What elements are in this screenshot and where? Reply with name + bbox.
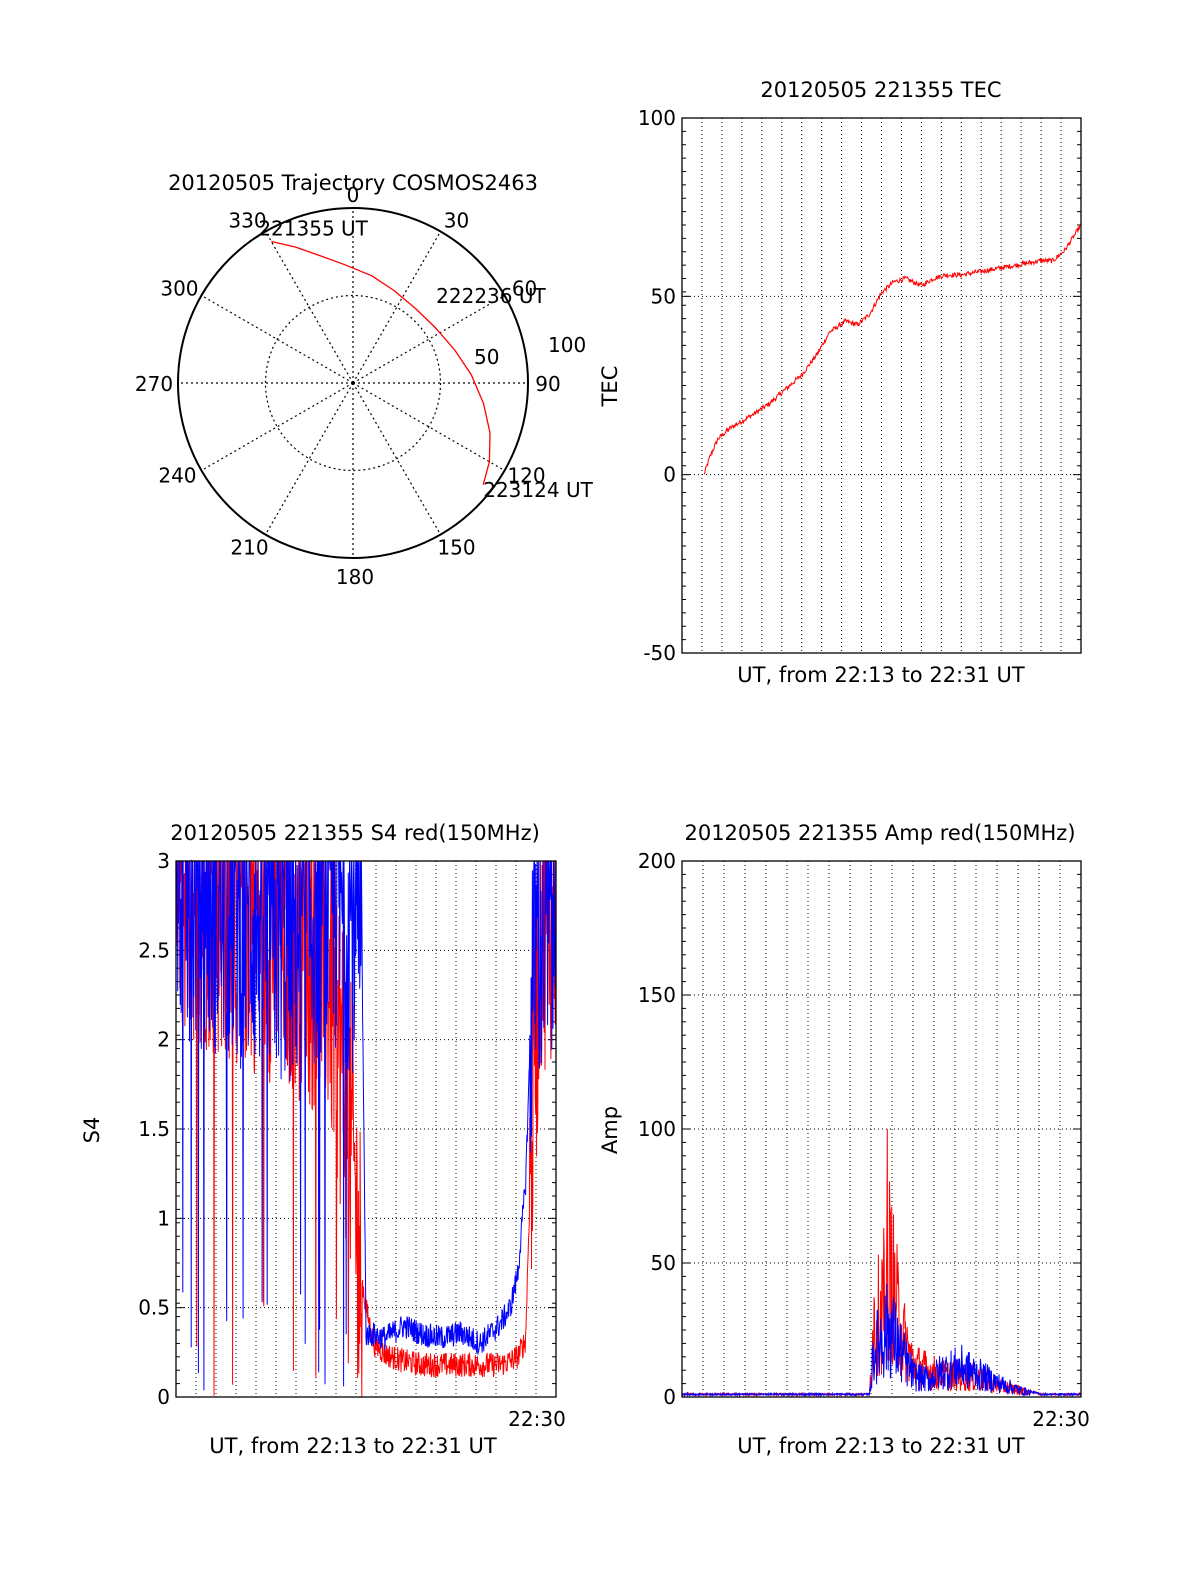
y-tick-label: -50	[643, 641, 676, 665]
elevation-circle	[264, 294, 442, 472]
time-annotation: 223124 UT	[483, 478, 593, 502]
y-tick-label: 100	[638, 1117, 676, 1141]
s4-title: 20120505 221355 S4 red(150MHz)	[170, 821, 540, 845]
azimuth-label: 150	[437, 536, 475, 560]
s4-plot-area: 0 0.5 1 1.5 2 2.5 3 22:30	[138, 849, 566, 1431]
amp-series-line	[681, 1283, 1082, 1398]
tec-xlabel: UT, from 22:13 to 22:31 UT	[737, 663, 1025, 687]
azimuth-spoke	[201, 294, 354, 384]
azimuth-spoke	[352, 382, 505, 472]
azimuth-label: 30	[444, 208, 469, 232]
y-tick-label: 1	[157, 1206, 170, 1230]
amp-xlabel: UT, from 22:13 to 22:31 UT	[737, 1434, 1025, 1458]
time-annotation: 221355 UT	[258, 217, 368, 241]
azimuth-spoke	[264, 382, 354, 535]
horizon-circle	[177, 207, 529, 559]
trajectory-line	[271, 240, 491, 485]
y-tick-label: 200	[638, 849, 676, 873]
y-tick-label: 0.5	[138, 1296, 170, 1320]
azimuth-label: 240	[158, 464, 196, 488]
plot-frame	[175, 860, 557, 1398]
time-annotation: 222236 UT	[436, 284, 546, 308]
amp-plot-area: 0 50 100 150 200 22:30	[638, 849, 1090, 1431]
trajectory-title: 20120505 Trajectory COSMOS2463	[168, 171, 538, 195]
y-tick-label: 3	[157, 849, 170, 873]
radial-label: 100	[548, 333, 586, 357]
azimuth-spoke	[264, 231, 354, 384]
y-tick-label: 0	[157, 1385, 170, 1409]
y-tick-label: 1.5	[138, 1117, 170, 1141]
azimuth-label: 90	[535, 372, 560, 396]
trajectory-annotations: 221355 UT 222236 UT 223124 UT	[258, 217, 593, 502]
azimuth-label: 180	[336, 565, 374, 589]
azimuth-label: 300	[160, 277, 198, 301]
x-tick-label: 22:30	[508, 1407, 566, 1431]
amp-panel: 20120505 221355 Amp red(150MHz) UT, from…	[598, 821, 1090, 1458]
plot-frame	[681, 860, 1082, 1398]
tec-plot-area: -50 0 50 100	[638, 106, 1082, 665]
y-tick-label: 2.5	[138, 938, 170, 962]
tec-ylabel: TEC	[598, 366, 622, 408]
azimuth-label: 60	[512, 277, 537, 301]
azimuth-labels: 0 30 60 90 120 150 180 210 240 270 300 330	[135, 183, 561, 589]
radial-label: 50	[474, 345, 499, 369]
y-tick-label: 150	[638, 983, 676, 1007]
y-tick-label: 0	[663, 463, 676, 487]
y-tick-label: 50	[651, 284, 676, 308]
tec-series-line	[703, 222, 1082, 475]
azimuth-label: 330	[228, 208, 266, 232]
polar-grid	[177, 207, 529, 559]
amp-title: 20120505 221355 Amp red(150MHz)	[684, 821, 1075, 845]
azimuth-label: 210	[230, 536, 268, 560]
s4-series-line	[175, 859, 557, 1391]
tec-title: 20120505 221355 TEC	[760, 78, 1001, 102]
radial-labels: 50 100	[474, 333, 586, 369]
trajectory-panel: 20120505 Trajectory COSMOS2463 0 30 60 90 12…	[135, 171, 594, 589]
azimuth-label: 120	[507, 464, 545, 488]
s4-xlabel: UT, from 22:13 to 22:31 UT	[209, 1434, 497, 1458]
y-tick-label: 50	[651, 1251, 676, 1275]
plot-frame	[681, 117, 1082, 654]
y-tick-label: 100	[638, 106, 676, 130]
x-tick-label: 22:30	[1032, 1407, 1090, 1431]
amp-ylabel: Amp	[598, 1106, 622, 1154]
y-tick-label: 2	[157, 1028, 170, 1052]
azimuth-spoke	[352, 382, 442, 535]
azimuth-label: 0	[347, 183, 360, 207]
amp-series-line	[681, 1128, 1082, 1398]
s4-ylabel: S4	[80, 1117, 104, 1144]
azimuth-label: 270	[135, 372, 173, 396]
y-tick-label: 0	[663, 1385, 676, 1409]
tec-panel: 20120505 221355 TEC UT, from 22:13 to 22…	[598, 78, 1082, 687]
s4-panel: 20120505 221355 S4 red(150MHz) UT, from …	[80, 821, 566, 1458]
azimuth-spoke	[352, 294, 505, 384]
azimuth-spoke	[201, 382, 354, 472]
azimuth-spoke	[352, 231, 442, 384]
